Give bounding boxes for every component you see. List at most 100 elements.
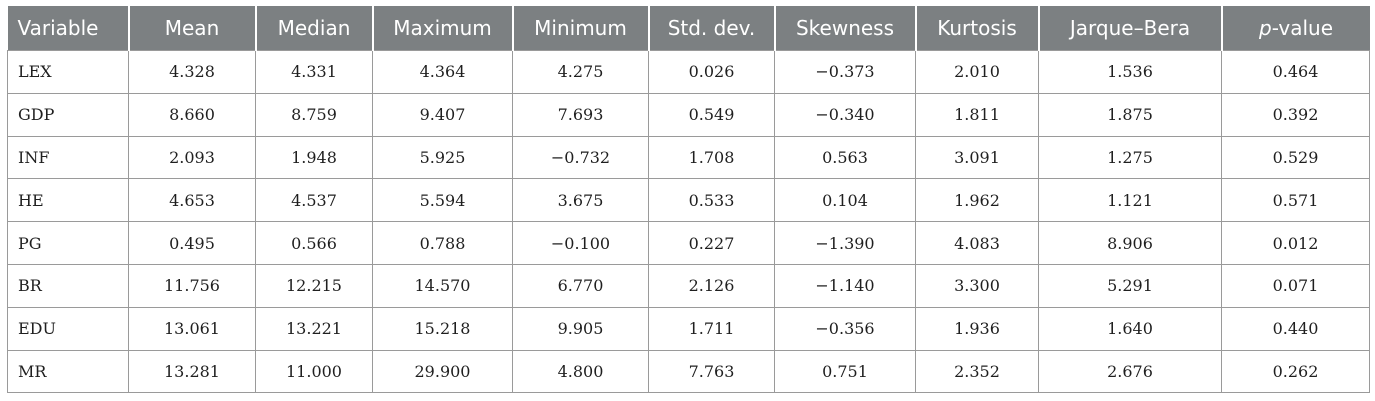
cell-skewness: 0.563 bbox=[774, 135, 916, 180]
cell-variable: MR bbox=[7, 349, 129, 394]
column-header-kurtosis: Kurtosis bbox=[914, 6, 1039, 51]
cell-skewness: −1.390 bbox=[774, 221, 916, 265]
cell-median: 12.215 bbox=[255, 263, 373, 308]
table-row: PG 0.495 0.566 0.788 −0.100 0.227 −1.390 4.083 8… bbox=[7, 221, 1370, 265]
cell-jarque-bera: 1.875 bbox=[1038, 92, 1222, 137]
cell-median: 8.759 bbox=[255, 92, 373, 137]
table-body: LEX 4.328 4.331 4.364 4.275 0.026 −0.373 2.010 1… bbox=[7, 50, 1370, 394]
p-value-italic-p: p bbox=[1258, 16, 1272, 40]
cell-maximum: 5.925 bbox=[372, 135, 513, 180]
cell-jarque-bera: 1.536 bbox=[1038, 50, 1222, 94]
column-header-p-value: p-value bbox=[1220, 6, 1370, 51]
cell-skewness: −0.356 bbox=[774, 306, 916, 351]
column-header-variable: Variable bbox=[7, 6, 129, 51]
cell-variable: BR bbox=[7, 263, 129, 308]
cell-median: 4.537 bbox=[255, 178, 373, 223]
cell-p-value: 0.262 bbox=[1221, 349, 1370, 394]
cell-mean: 2.093 bbox=[128, 135, 256, 180]
descriptive-statistics-table: Variable Mean Median Maximum Minimum Std… bbox=[7, 6, 1370, 394]
cell-jarque-bera: 1.121 bbox=[1038, 178, 1222, 223]
cell-maximum: 14.570 bbox=[372, 263, 513, 308]
cell-kurtosis: 3.300 bbox=[915, 263, 1039, 308]
cell-jarque-bera: 1.640 bbox=[1038, 306, 1222, 351]
cell-skewness: 0.104 bbox=[774, 178, 916, 223]
cell-mean: 4.328 bbox=[128, 50, 256, 94]
cell-median: 11.000 bbox=[255, 349, 373, 394]
cell-maximum: 4.364 bbox=[372, 50, 513, 94]
cell-minimum: −0.100 bbox=[512, 221, 649, 265]
cell-std-dev: 7.763 bbox=[648, 349, 775, 394]
cell-maximum: 5.594 bbox=[372, 178, 513, 223]
table-row: HE 4.653 4.537 5.594 3.675 0.533 0.104 1.962 1.1… bbox=[7, 178, 1370, 223]
cell-minimum: 3.675 bbox=[512, 178, 649, 223]
column-header-median: Median bbox=[254, 6, 373, 51]
cell-mean: 13.061 bbox=[128, 306, 256, 351]
cell-variable: EDU bbox=[7, 306, 129, 351]
column-header-minimum: Minimum bbox=[511, 6, 649, 51]
cell-skewness: −0.373 bbox=[774, 50, 916, 94]
table-row: LEX 4.328 4.331 4.364 4.275 0.026 −0.373 2.010 1… bbox=[7, 50, 1370, 94]
cell-std-dev: 0.026 bbox=[648, 50, 775, 94]
cell-jarque-bera: 2.676 bbox=[1038, 349, 1222, 394]
cell-skewness: −1.140 bbox=[774, 263, 916, 308]
cell-variable: LEX bbox=[7, 50, 129, 94]
cell-median: 4.331 bbox=[255, 50, 373, 94]
p-value-suffix: -value bbox=[1271, 16, 1333, 40]
cell-maximum: 29.900 bbox=[372, 349, 513, 394]
cell-jarque-bera: 8.906 bbox=[1038, 221, 1222, 265]
cell-kurtosis: 2.010 bbox=[915, 50, 1039, 94]
cell-std-dev: 1.708 bbox=[648, 135, 775, 180]
cell-kurtosis: 3.091 bbox=[915, 135, 1039, 180]
cell-mean: 4.653 bbox=[128, 178, 256, 223]
column-header-mean: Mean bbox=[127, 6, 256, 51]
cell-minimum: 4.275 bbox=[512, 50, 649, 94]
cell-skewness: 0.751 bbox=[774, 349, 916, 394]
cell-minimum: 6.770 bbox=[512, 263, 649, 308]
cell-std-dev: 0.549 bbox=[648, 92, 775, 137]
cell-mean: 0.495 bbox=[128, 221, 256, 265]
column-header-std-dev: Std. dev. bbox=[647, 6, 775, 51]
cell-jarque-bera: 5.291 bbox=[1038, 263, 1222, 308]
cell-minimum: 4.800 bbox=[512, 349, 649, 394]
cell-minimum: 7.693 bbox=[512, 92, 649, 137]
table-row: EDU 13.061 13.221 15.218 9.905 1.711 −0.356 1.9… bbox=[7, 306, 1370, 351]
cell-kurtosis: 1.811 bbox=[915, 92, 1039, 137]
cell-p-value: 0.071 bbox=[1221, 263, 1370, 308]
cell-kurtosis: 1.936 bbox=[915, 306, 1039, 351]
cell-mean: 13.281 bbox=[128, 349, 256, 394]
cell-median: 0.566 bbox=[255, 221, 373, 265]
cell-median: 13.221 bbox=[255, 306, 373, 351]
cell-variable: INF bbox=[7, 135, 129, 180]
cell-kurtosis: 2.352 bbox=[915, 349, 1039, 394]
table-row: BR 11.756 12.215 14.570 6.770 2.126 −1.140 3.30… bbox=[7, 263, 1370, 308]
cell-std-dev: 1.711 bbox=[648, 306, 775, 351]
cell-p-value: 0.464 bbox=[1221, 50, 1370, 94]
cell-minimum: −0.732 bbox=[512, 135, 649, 180]
cell-std-dev: 0.533 bbox=[648, 178, 775, 223]
cell-kurtosis: 4.083 bbox=[915, 221, 1039, 265]
table-row: INF 2.093 1.948 5.925 −0.732 1.708 0.563 3.091 1… bbox=[7, 135, 1370, 180]
cell-mean: 11.756 bbox=[128, 263, 256, 308]
column-header-jarque-bera: Jarque–Bera bbox=[1037, 6, 1222, 51]
cell-maximum: 15.218 bbox=[372, 306, 513, 351]
cell-std-dev: 0.227 bbox=[648, 221, 775, 265]
cell-p-value: 0.440 bbox=[1221, 306, 1370, 351]
cell-minimum: 9.905 bbox=[512, 306, 649, 351]
cell-p-value: 0.012 bbox=[1221, 221, 1370, 265]
cell-p-value: 0.529 bbox=[1221, 135, 1370, 180]
column-header-maximum: Maximum bbox=[371, 6, 513, 51]
cell-maximum: 0.788 bbox=[372, 221, 513, 265]
cell-maximum: 9.407 bbox=[372, 92, 513, 137]
column-header-skewness: Skewness bbox=[773, 6, 916, 51]
cell-variable: HE bbox=[7, 178, 129, 223]
cell-skewness: −0.340 bbox=[774, 92, 916, 137]
cell-p-value: 0.392 bbox=[1221, 92, 1370, 137]
cell-jarque-bera: 1.275 bbox=[1038, 135, 1222, 180]
table-row: GDP 8.660 8.759 9.407 7.693 0.549 −0.340 1.811 1… bbox=[7, 92, 1370, 137]
header-row: Variable Mean Median Maximum Minimum Std… bbox=[7, 6, 1370, 51]
cell-variable: GDP bbox=[7, 92, 129, 137]
cell-median: 1.948 bbox=[255, 135, 373, 180]
cell-variable: PG bbox=[7, 221, 129, 265]
table-row: MR 13.281 11.000 29.900 4.800 7.763 0.751 2.352… bbox=[7, 349, 1370, 394]
cell-kurtosis: 1.962 bbox=[915, 178, 1039, 223]
